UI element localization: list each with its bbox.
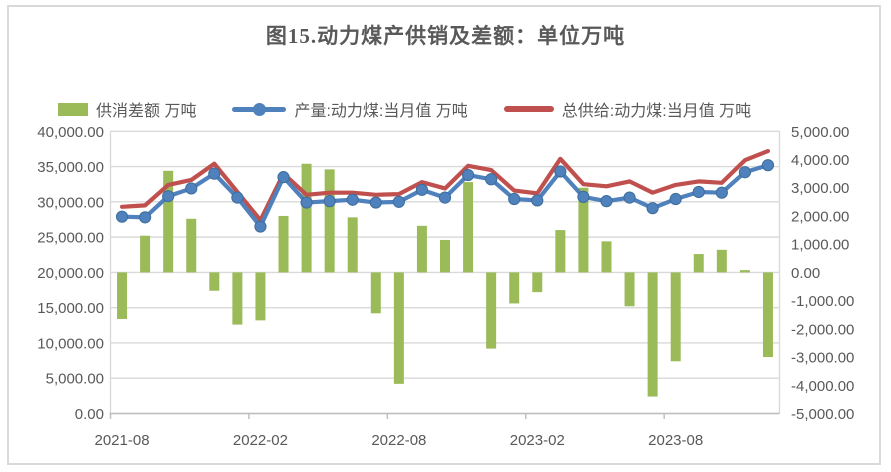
data-point-marker bbox=[208, 167, 221, 180]
left-axis-tick-label: 30,000.00 bbox=[37, 194, 104, 211]
bar bbox=[255, 272, 266, 321]
data-point-marker bbox=[646, 202, 659, 215]
bar bbox=[232, 272, 243, 325]
right-axis-tick-label: -2,000.00 bbox=[791, 321, 854, 338]
left-axis-tick-label: 0.00 bbox=[75, 406, 104, 423]
right-axis-tick-label: 4,000.00 bbox=[791, 152, 849, 169]
left-axis-tick-label: 15,000.00 bbox=[37, 300, 104, 317]
bar bbox=[324, 169, 335, 273]
data-point-marker bbox=[623, 191, 636, 204]
bar bbox=[163, 170, 174, 273]
right-axis-tick-label: -5,000.00 bbox=[791, 406, 854, 423]
data-point-marker bbox=[369, 196, 382, 209]
bar bbox=[416, 225, 427, 273]
bar bbox=[647, 272, 658, 397]
legend-label-diff: 供消差额 万吨 bbox=[96, 103, 197, 120]
data-point-marker bbox=[323, 195, 336, 208]
left-axis-tick-label: 20,000.00 bbox=[37, 265, 104, 282]
right-axis-tick-label: 2,000.00 bbox=[791, 208, 849, 225]
legend-item-supply: 总供给:动力煤:当月值 万吨 bbox=[503, 97, 752, 121]
data-point-marker bbox=[115, 210, 129, 223]
data-point-marker bbox=[600, 195, 613, 208]
bar bbox=[532, 272, 543, 293]
data-point-marker bbox=[277, 171, 290, 184]
bar bbox=[278, 215, 289, 273]
data-point-marker bbox=[392, 195, 405, 208]
bar bbox=[693, 254, 704, 273]
line-swatch-icon bbox=[503, 106, 554, 112]
bar bbox=[301, 163, 312, 273]
data-point-marker bbox=[139, 211, 152, 224]
data-point-marker bbox=[300, 196, 313, 209]
legend-item-diff: 供消差额 万吨 bbox=[58, 97, 196, 121]
data-point-marker bbox=[346, 193, 359, 206]
data-point-marker bbox=[162, 190, 175, 203]
x-axis-tick-label: 2022-08 bbox=[371, 432, 426, 449]
legend-item-production: 产量:动力煤:当月值 万吨 bbox=[232, 97, 468, 121]
bar bbox=[555, 230, 566, 273]
bar bbox=[347, 217, 358, 273]
data-point-marker bbox=[415, 183, 429, 196]
right-axis-tick-label: 0.00 bbox=[791, 265, 820, 282]
data-point-marker bbox=[461, 168, 475, 182]
chart-frame bbox=[7, 5, 881, 465]
right-axis-tick-label: -3,000.00 bbox=[791, 350, 854, 367]
bar bbox=[739, 270, 750, 273]
right-axis-tick-label: 5,000.00 bbox=[791, 124, 849, 141]
data-point-marker bbox=[531, 194, 544, 207]
bar bbox=[486, 272, 497, 349]
supply-line bbox=[119, 148, 771, 223]
bar bbox=[578, 187, 589, 273]
bar bbox=[601, 241, 612, 273]
data-point-marker bbox=[761, 159, 775, 172]
data-point-marker bbox=[715, 186, 728, 199]
bar bbox=[509, 272, 520, 304]
bar bbox=[463, 182, 474, 273]
x-axis-tick-label: 2022-02 bbox=[233, 432, 288, 449]
left-axis-tick-label: 5,000.00 bbox=[46, 371, 104, 388]
data-point-marker bbox=[438, 191, 452, 204]
data-point-marker bbox=[577, 190, 590, 204]
legend-label-production: 产量:动力煤:当月值 万吨 bbox=[294, 103, 468, 120]
bar bbox=[393, 272, 404, 384]
line-marker-swatch-icon bbox=[232, 102, 287, 116]
data-point-marker bbox=[692, 185, 705, 199]
x-axis-tick-label: 2023-02 bbox=[510, 432, 565, 449]
data-point-marker bbox=[508, 192, 521, 206]
bar bbox=[716, 249, 727, 273]
x-axis-tick-label: 2023-08 bbox=[648, 432, 703, 449]
x-axis-tick-label: 2021-08 bbox=[95, 432, 150, 449]
legend-label-supply: 总供给:动力煤:当月值 万吨 bbox=[561, 103, 752, 120]
data-point-marker bbox=[254, 220, 267, 233]
bar bbox=[117, 272, 128, 319]
data-point-marker bbox=[669, 192, 682, 206]
bar bbox=[624, 272, 635, 307]
left-axis-tick-label: 35,000.00 bbox=[37, 159, 104, 176]
right-axis-tick-label: 1,000.00 bbox=[791, 237, 849, 254]
left-axis-tick-label: 25,000.00 bbox=[37, 230, 104, 247]
right-axis-tick-label: -1,000.00 bbox=[791, 293, 854, 310]
bar bbox=[209, 272, 220, 291]
bar bbox=[370, 272, 381, 314]
left-axis-tick-label: 40,000.00 bbox=[37, 124, 104, 141]
data-point-marker bbox=[231, 191, 244, 204]
data-point-marker bbox=[185, 182, 198, 195]
legend: 供消差额 万吨 产量:动力煤:当月值 万吨 总供给:动力煤:当月值 万吨 bbox=[58, 97, 751, 121]
right-axis-tick-label: -4,000.00 bbox=[791, 378, 854, 395]
data-point-marker bbox=[554, 165, 567, 178]
bar bbox=[670, 272, 681, 362]
chart-title: 图15.动力煤产供销及差额：单位万吨 bbox=[265, 24, 626, 48]
left-axis-tick-label: 10,000.00 bbox=[37, 335, 104, 352]
data-point-marker bbox=[485, 173, 498, 186]
data-point-marker bbox=[738, 166, 751, 179]
bar bbox=[762, 272, 773, 358]
bar bbox=[186, 218, 197, 273]
bar bbox=[140, 235, 151, 273]
bar bbox=[440, 239, 450, 273]
right-axis-tick-label: 3,000.00 bbox=[791, 180, 849, 197]
bar-swatch-icon bbox=[58, 102, 88, 116]
